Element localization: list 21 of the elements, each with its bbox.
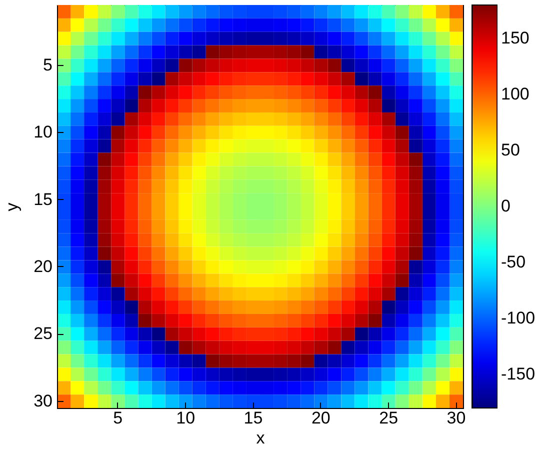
- y-tick-label: 25: [34, 324, 52, 344]
- y-tick-label: 20: [34, 256, 52, 276]
- color-bar-label: -150: [501, 364, 536, 384]
- color-bar-label: 50: [501, 140, 520, 160]
- y-tick-label: 5: [43, 55, 52, 74]
- y-tick-label: 30: [34, 391, 52, 410]
- color-bar-label: 0: [501, 196, 510, 216]
- color-bar-label: -100: [501, 308, 536, 328]
- y-tick-label: 10: [34, 122, 52, 142]
- y-tick-label: 15: [34, 190, 52, 209]
- x-axis-title: x: [256, 428, 266, 448]
- color-bar-label: 100: [501, 84, 530, 104]
- x-tick-label: 25: [379, 408, 398, 428]
- x-tick-label: 20: [311, 408, 330, 428]
- color-bar-label: -50: [501, 252, 526, 272]
- y-axis-title: y: [2, 202, 22, 212]
- x-tick-label: 5: [113, 408, 123, 428]
- color-bar-label: 150: [501, 28, 530, 48]
- x-tick-label: 15: [244, 408, 263, 428]
- x-tick-label: 10: [176, 408, 196, 428]
- x-tick-label: 30: [446, 408, 466, 428]
